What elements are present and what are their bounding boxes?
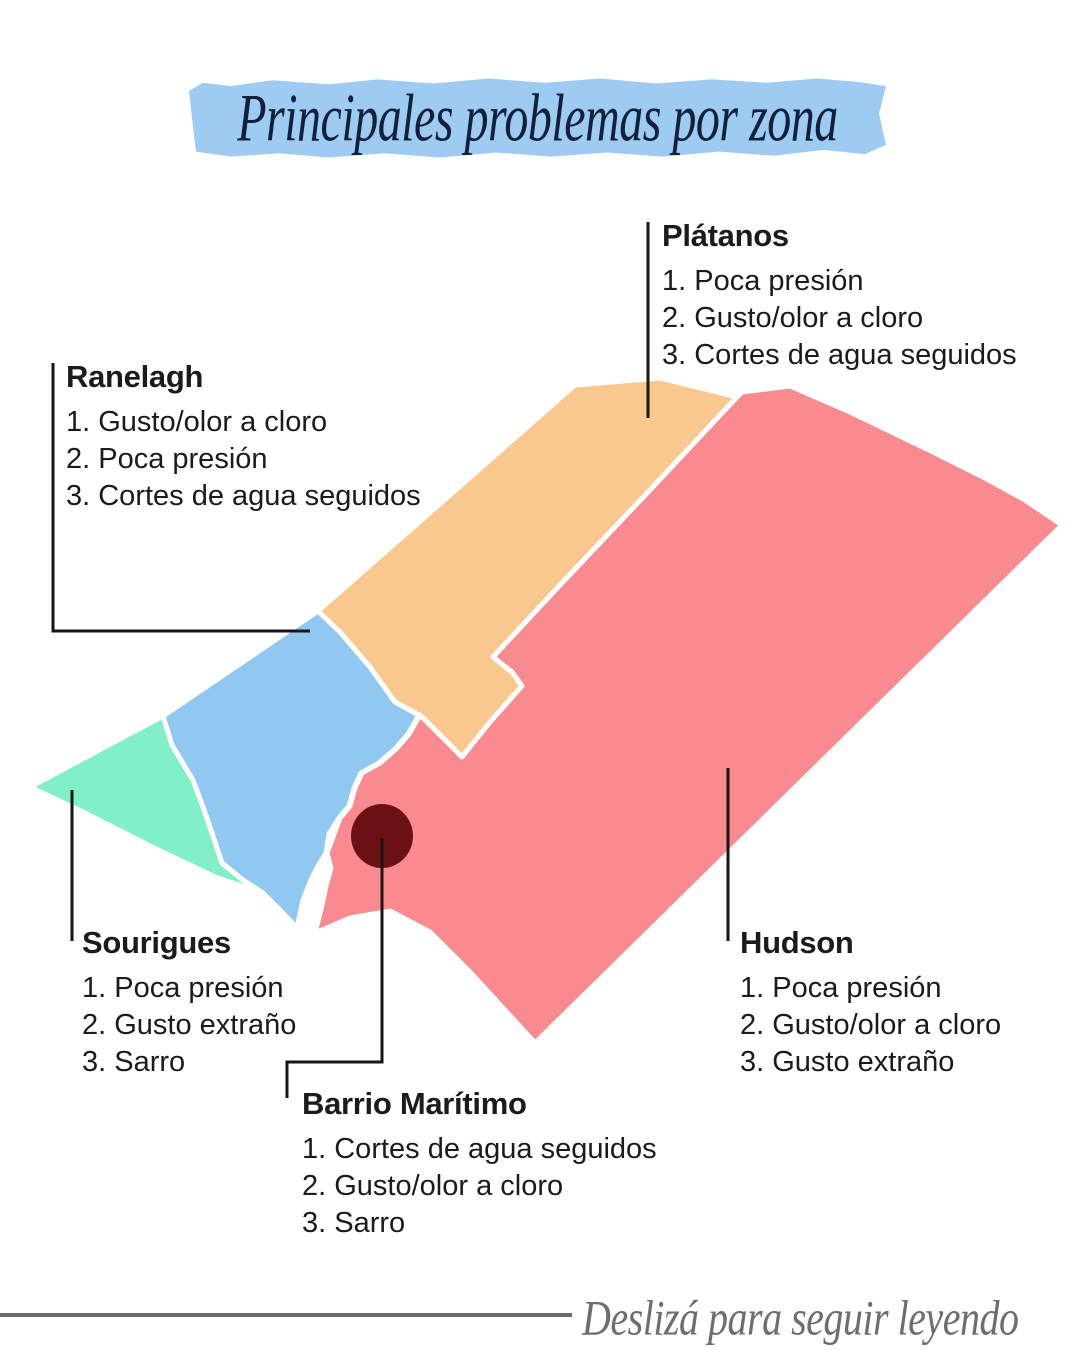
problem-item: 2. Gusto/olor a cloro [740, 1009, 1002, 1041]
zone-title: Sourigues [82, 925, 231, 960]
label-sourigues: Sourigues 1. Poca presión 2. Gusto extra… [82, 926, 296, 1081]
problem-item: 1. Poca presión [740, 972, 942, 1004]
label-hudson: Hudson 1. Poca presión 2. Gusto/olor a c… [740, 926, 1001, 1081]
problem-item: 2. Gusto/olor a cloro [302, 1170, 564, 1202]
problem-item: 3. Sarro [302, 1207, 406, 1239]
barrio-maritimo-marker [351, 804, 413, 868]
label-ranelagh: Ranelagh 1. Gusto/olor a cloro 2. Poca p… [66, 360, 421, 515]
problem-list: 1. Gusto/olor a cloro 2. Poca presión 3.… [66, 404, 421, 515]
problem-item: 3. Sarro [82, 1046, 186, 1078]
problem-list: 1. Poca presión 2. Gusto/olor a cloro 3.… [662, 263, 1017, 374]
footer-swipe-hint: Deslizá para seguir leyendo [582, 1289, 1019, 1346]
page-title: Principales problemas por zona [237, 80, 838, 156]
zone-title: Hudson [740, 925, 854, 960]
title-banner: Principales problemas por zona [189, 78, 886, 158]
zone-hudson [312, 383, 1065, 1046]
zone-title: Ranelagh [66, 359, 204, 394]
ranelagh-leader-line [51, 363, 310, 633]
problem-item: 3. Gusto extraño [740, 1046, 955, 1078]
problem-list: 1. Poca presión 2. Gusto/olor a cloro 3.… [740, 970, 1001, 1081]
zone-title: Barrio Marítimo [302, 1086, 527, 1121]
problem-item: 3. Cortes de agua seguidos [66, 480, 421, 512]
problem-item: 1. Poca presión [662, 265, 864, 297]
label-barrio-maritimo: Barrio Marítimo 1. Cortes de agua seguid… [302, 1087, 657, 1242]
footer-divider [0, 1313, 572, 1317]
problem-item: 1. Poca presión [82, 972, 284, 1004]
problem-item: 1. Gusto/olor a cloro [66, 406, 328, 438]
problem-list: 1. Cortes de agua seguidos 2. Gusto/olor… [302, 1131, 657, 1242]
problem-list: 1. Poca presión 2. Gusto extraño 3. Sarr… [82, 970, 296, 1081]
barrio-maritimo-leader-line [285, 838, 384, 1098]
problem-item: 2. Gusto/olor a cloro [662, 302, 924, 334]
problem-item: 2. Poca presión [66, 443, 268, 475]
problem-item: 1. Cortes de agua seguidos [302, 1133, 657, 1165]
problem-item: 3. Cortes de agua seguidos [662, 339, 1017, 371]
problem-item: 2. Gusto extraño [82, 1009, 297, 1041]
zone-title: Plátanos [662, 218, 789, 253]
label-platanos: Plátanos 1. Poca presión 2. Gusto/olor a… [662, 219, 1017, 374]
